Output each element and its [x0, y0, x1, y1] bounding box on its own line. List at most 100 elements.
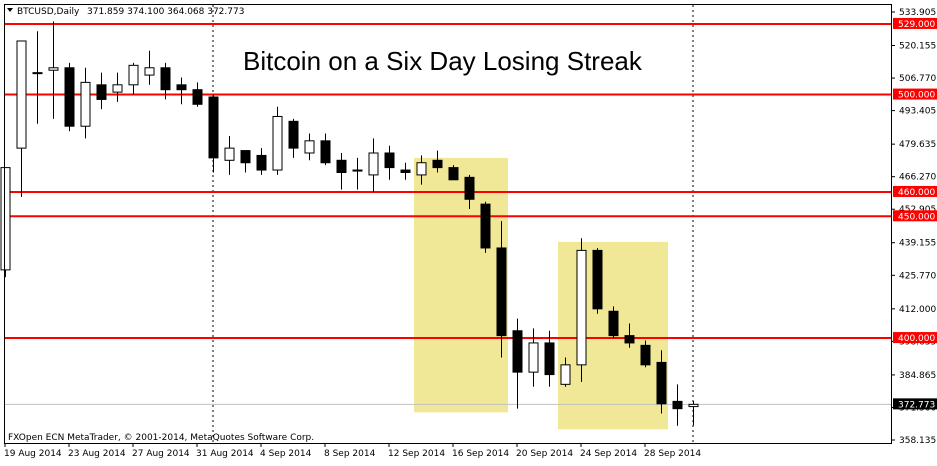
candle-body — [432, 159, 443, 169]
y-tick-label: 533.905 — [899, 8, 936, 18]
candle — [528, 328, 539, 387]
candle-body — [48, 67, 59, 71]
triangle-down-icon[interactable] — [7, 8, 13, 12]
candle-body — [672, 400, 683, 410]
candle — [272, 106, 283, 175]
candle — [208, 94, 219, 173]
last-price-label: 372.773 — [898, 400, 935, 410]
highlight-zones — [414, 157, 668, 430]
y-tick-label: 358.135 — [899, 436, 936, 446]
candle — [576, 238, 587, 382]
candle-body — [304, 140, 315, 154]
candle — [368, 138, 379, 192]
candle — [448, 165, 459, 181]
level-label-bg — [893, 185, 937, 197]
candle-body — [16, 40, 27, 149]
candle-body — [32, 72, 43, 75]
y-tick-label: 412.000 — [899, 305, 936, 315]
highlight-zone — [414, 157, 508, 413]
candle — [624, 323, 635, 348]
candles — [0, 21, 699, 426]
symbol-label: BTCUSD,Daily — [17, 7, 80, 17]
candle — [496, 221, 507, 358]
y-tick-label: 439.155 — [899, 239, 936, 249]
horizontal-levels — [5, 22, 891, 405]
candle-body — [608, 310, 619, 337]
candle — [688, 401, 699, 426]
candle-body — [320, 140, 331, 164]
candle-body — [288, 120, 299, 149]
y-tick-label: 506.770 — [899, 74, 936, 84]
candle-body — [224, 147, 235, 161]
x-tick-label: 27 Aug 2014 — [132, 449, 190, 459]
candle-body — [448, 167, 459, 181]
candle-body — [576, 249, 587, 366]
candle-body — [544, 342, 555, 376]
x-tick-label: 24 Sep 2014 — [580, 449, 637, 459]
x-tick-label: 8 Sep 2014 — [324, 449, 376, 459]
candle — [656, 350, 667, 414]
copyright-text: FXOpen ECN MetaTrader, © 2001-2014, Meta… — [8, 433, 314, 443]
level-label: 529.000 — [898, 20, 935, 30]
candle — [608, 306, 619, 339]
candle — [192, 82, 203, 107]
level-label-bg — [893, 332, 937, 344]
candle-body — [416, 162, 427, 176]
x-tick-label: 16 Sep 2014 — [452, 449, 509, 459]
candle-body — [80, 81, 91, 127]
candle — [672, 384, 683, 426]
candle — [256, 148, 267, 175]
candle — [32, 31, 43, 124]
level-label: 450.000 — [898, 212, 935, 222]
x-tick-label: 28 Sep 2014 — [644, 449, 701, 459]
candle — [640, 340, 651, 368]
y-tick-label: 520.155 — [899, 41, 936, 51]
candle-body — [464, 176, 475, 200]
x-tick-label: 20 Sep 2014 — [516, 449, 573, 459]
candle — [80, 67, 91, 139]
candle — [0, 167, 11, 278]
y-tick-label: 479.635 — [899, 140, 936, 150]
candle-body — [352, 169, 363, 172]
candle-body — [640, 344, 651, 366]
candle — [112, 72, 123, 102]
dotted-vertical-lines — [212, 5, 694, 443]
candle-body — [128, 64, 139, 86]
level-label: 400.000 — [898, 334, 935, 344]
x-tick-label: 4 Sep 2014 — [260, 449, 312, 459]
x-tick-label: 23 Aug 2014 — [68, 449, 126, 459]
candle-body — [192, 89, 203, 105]
candle-body — [560, 364, 571, 385]
level-label-bg — [893, 17, 937, 29]
candle — [16, 40, 27, 197]
candle-body — [272, 115, 283, 171]
candle — [320, 133, 331, 166]
price-labels: 529.000 500.000 460.000 450.000 400.000 372.7… — [893, 17, 937, 410]
candle — [128, 62, 139, 95]
candle-body — [624, 335, 635, 344]
x-tick-label: 31 Aug 2014 — [196, 449, 254, 459]
level-label-bg — [893, 210, 937, 222]
x-tick-label: 12 Sep 2014 — [388, 449, 445, 459]
candle — [592, 247, 603, 314]
candle — [288, 118, 299, 158]
candle — [480, 201, 491, 253]
candle-body — [176, 84, 187, 91]
candle — [432, 150, 443, 173]
y-tick-label: 452.905 — [899, 205, 936, 215]
y-tick-label: 493.405 — [899, 107, 936, 117]
x-axis: 19 Aug 2014 23 Aug 2014 27 Aug 2014 31 Aug … — [4, 443, 701, 459]
candle — [48, 21, 59, 119]
chart-title: Bitcoin on a Six Day Losing Streak — [243, 46, 643, 76]
candle — [304, 133, 315, 161]
plot-frame — [4, 4, 892, 444]
candle — [176, 77, 187, 105]
candle-body — [256, 154, 267, 171]
candle-body — [368, 152, 379, 176]
candle-body — [144, 67, 155, 76]
candle — [240, 150, 251, 173]
candle — [544, 330, 555, 387]
candle-body — [160, 67, 171, 91]
candle-body — [480, 203, 491, 249]
